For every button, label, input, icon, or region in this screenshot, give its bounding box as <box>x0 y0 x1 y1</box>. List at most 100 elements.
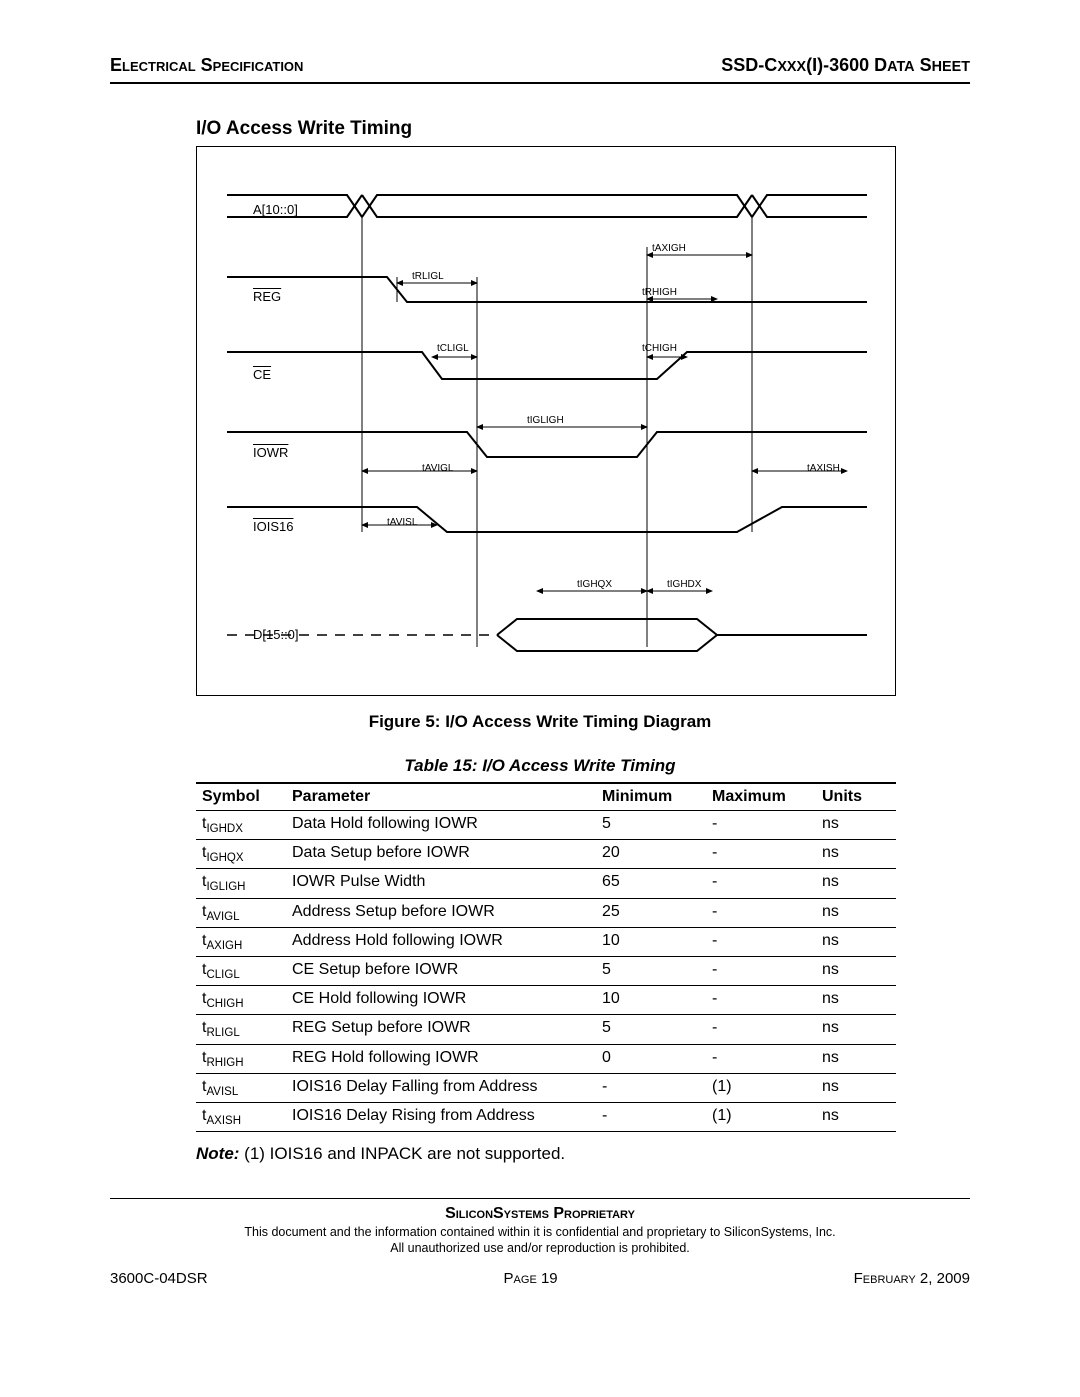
table-row: tIGLIGHIOWR Pulse Width65-ns <box>196 869 896 898</box>
cell-max: - <box>706 869 816 898</box>
cell-units: ns <box>816 927 896 956</box>
cell-parameter: IOIS16 Delay Rising from Address <box>286 1102 596 1131</box>
timing-table: Symbol Parameter Minimum Maximum Units t… <box>196 782 896 1132</box>
tlabel-tigligh: tIGLIGH <box>527 415 564 426</box>
cell-min: 25 <box>596 898 706 927</box>
cell-units: ns <box>816 811 896 840</box>
table-row: tIGHDXData Hold following IOWR5-ns <box>196 811 896 840</box>
header-left: Electrical Specification <box>110 55 303 76</box>
cell-symbol: tAVISL <box>196 1073 286 1102</box>
cell-max: (1) <box>706 1102 816 1131</box>
proprietary-line: SiliconSystems Proprietary <box>110 1205 970 1223</box>
signal-label-data: D[15::0] <box>253 627 299 642</box>
col-parameter: Parameter <box>286 783 596 811</box>
cell-max: - <box>706 840 816 869</box>
tlabel-tavigl: tAVIGL <box>422 463 454 474</box>
tlabel-taxish: tAXISH <box>807 463 840 474</box>
cell-max: - <box>706 898 816 927</box>
cell-min: 10 <box>596 927 706 956</box>
timing-diagram: A[10::0] REG CE IOWR IOIS16 D[15::0] tAX… <box>196 146 896 696</box>
cell-min: - <box>596 1102 706 1131</box>
table-row: tAVISLIOIS16 Delay Falling from Address-… <box>196 1073 896 1102</box>
page-header: Electrical Specification SSD-Cxxx(I)-360… <box>110 55 970 84</box>
footer-mid: Page 19 <box>504 1270 558 1287</box>
table-row: tAXIGHAddress Hold following IOWR10-ns <box>196 927 896 956</box>
col-minimum: Minimum <box>596 783 706 811</box>
signal-label-addr: A[10::0] <box>253 202 298 217</box>
cell-max: - <box>706 927 816 956</box>
cell-symbol: tCLIGL <box>196 956 286 985</box>
cell-parameter: CE Hold following IOWR <box>286 986 596 1015</box>
cell-min: 65 <box>596 869 706 898</box>
cell-units: ns <box>816 1044 896 1073</box>
cell-symbol: tIGHDX <box>196 811 286 840</box>
cell-min: 20 <box>596 840 706 869</box>
cell-symbol: tRLIGL <box>196 1015 286 1044</box>
signal-label-iois16: IOIS16 <box>253 519 293 534</box>
cell-parameter: IOWR Pulse Width <box>286 869 596 898</box>
cell-min: 5 <box>596 1015 706 1044</box>
cell-parameter: REG Hold following IOWR <box>286 1044 596 1073</box>
tlabel-tighqx: tIGHQX <box>577 579 612 590</box>
cell-max: - <box>706 986 816 1015</box>
table-note: Note: (1) IOIS16 and INPACK are not supp… <box>196 1144 970 1164</box>
table-row: tAVIGLAddress Setup before IOWR25-ns <box>196 898 896 927</box>
cell-symbol: tCHIGH <box>196 986 286 1015</box>
tlabel-tighdx: tIGHDX <box>667 579 701 590</box>
signal-label-iowr: IOWR <box>253 445 288 460</box>
cell-max: - <box>706 956 816 985</box>
cell-symbol: tAXIGH <box>196 927 286 956</box>
note-label: Note: <box>196 1144 239 1163</box>
tlabel-trhigh: tRHIGH <box>642 287 677 298</box>
cell-parameter: IOIS16 Delay Falling from Address <box>286 1073 596 1102</box>
footer-left: 3600C-04DSR <box>110 1270 208 1287</box>
page-footer: 3600C-04DSR Page 19 February 2, 2009 <box>110 1270 970 1287</box>
header-right: SSD-Cxxx(I)-3600 Data Sheet <box>721 55 970 76</box>
col-units: Units <box>816 783 896 811</box>
footer-right: February 2, 2009 <box>854 1270 970 1287</box>
cell-units: ns <box>816 956 896 985</box>
cell-symbol: tIGLIGH <box>196 869 286 898</box>
cell-min: 10 <box>596 986 706 1015</box>
cell-units: ns <box>816 1102 896 1131</box>
cell-parameter: REG Setup before IOWR <box>286 1015 596 1044</box>
cell-min: 5 <box>596 811 706 840</box>
cell-max: - <box>706 1044 816 1073</box>
table-row: tRLIGLREG Setup before IOWR5-ns <box>196 1015 896 1044</box>
cell-parameter: Data Setup before IOWR <box>286 840 596 869</box>
cell-units: ns <box>816 840 896 869</box>
legal-text: This document and the information contai… <box>110 1225 970 1256</box>
table-caption: Table 15: I/O Access Write Timing <box>110 756 970 776</box>
table-header-row: Symbol Parameter Minimum Maximum Units <box>196 783 896 811</box>
cell-max: - <box>706 811 816 840</box>
signal-label-reg: REG <box>253 289 281 304</box>
table-row: tCLIGLCE Setup before IOWR5-ns <box>196 956 896 985</box>
section-title: I/O Access Write Timing <box>196 118 970 140</box>
cell-max: - <box>706 1015 816 1044</box>
cell-parameter: Data Hold following IOWR <box>286 811 596 840</box>
cell-symbol: tAVIGL <box>196 898 286 927</box>
tlabel-tcligl: tCLIGL <box>437 343 469 354</box>
tlabel-taxigh: tAXIGH <box>652 243 686 254</box>
tlabel-trligl: tRLIGL <box>412 271 444 282</box>
cell-units: ns <box>816 1015 896 1044</box>
cell-parameter: Address Hold following IOWR <box>286 927 596 956</box>
cell-min: 0 <box>596 1044 706 1073</box>
note-text: (1) IOIS16 and INPACK are not supported. <box>239 1144 565 1163</box>
cell-units: ns <box>816 898 896 927</box>
table-row: tRHIGHREG Hold following IOWR0-ns <box>196 1044 896 1073</box>
col-symbol: Symbol <box>196 783 286 811</box>
cell-units: ns <box>816 986 896 1015</box>
cell-min: 5 <box>596 956 706 985</box>
table-row: tCHIGHCE Hold following IOWR10-ns <box>196 986 896 1015</box>
footer-rule <box>110 1198 970 1199</box>
signal-label-ce: CE <box>253 367 271 382</box>
cell-min: - <box>596 1073 706 1102</box>
cell-symbol: tAXISH <box>196 1102 286 1131</box>
figure-caption: Figure 5: I/O Access Write Timing Diagra… <box>110 712 970 732</box>
cell-max: (1) <box>706 1073 816 1102</box>
col-maximum: Maximum <box>706 783 816 811</box>
table-row: tAXISHIOIS16 Delay Rising from Address-(… <box>196 1102 896 1131</box>
cell-symbol: tRHIGH <box>196 1044 286 1073</box>
tlabel-tchigh: tCHIGH <box>642 343 677 354</box>
